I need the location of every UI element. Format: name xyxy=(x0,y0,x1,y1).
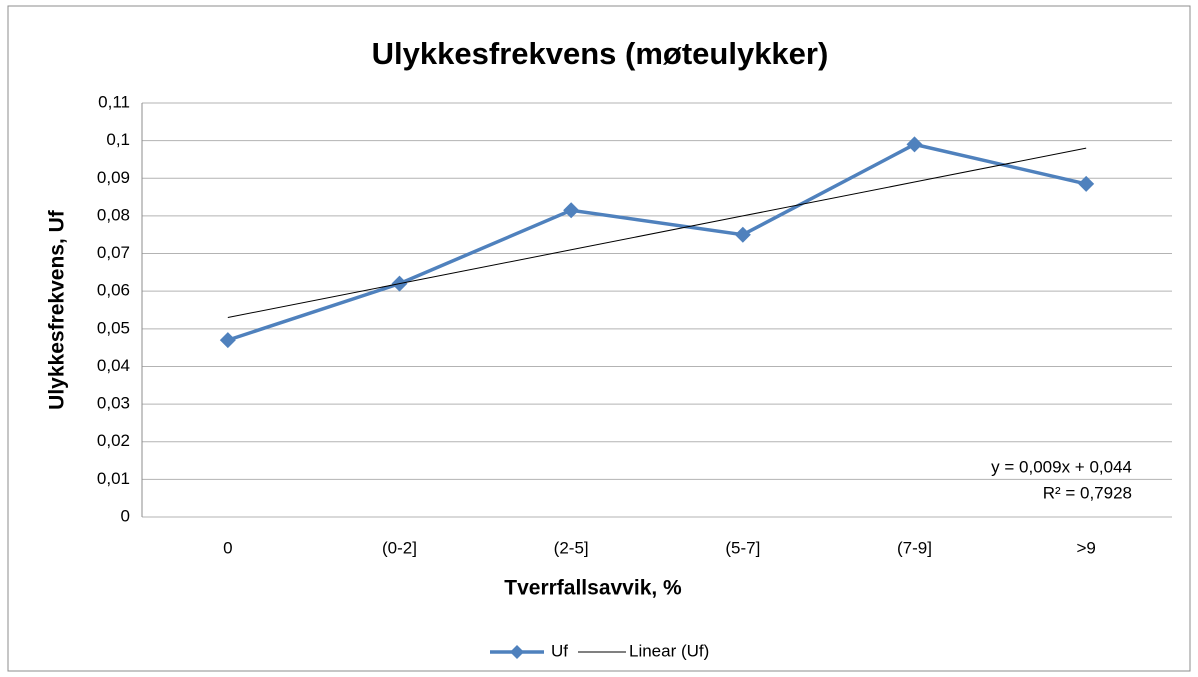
y-tick-label: 0,06 xyxy=(97,281,130,300)
y-tick-label: 0,03 xyxy=(97,394,130,413)
x-tick-label: (5-7] xyxy=(725,538,760,557)
y-tick-label: 0 xyxy=(121,506,130,525)
annotation: R² = 0,7928 xyxy=(1043,483,1132,502)
x-tick-label: >9 xyxy=(1076,538,1095,557)
data-point xyxy=(1078,175,1095,192)
x-tick-label: (2-5] xyxy=(554,538,589,557)
y-tick-label: 0,11 xyxy=(98,92,130,111)
y-tick-label: 0,02 xyxy=(97,431,130,450)
x-axis-label: Tverrfallsavvik, % xyxy=(504,577,682,600)
x-tick-label: 0 xyxy=(223,538,232,557)
x-tick-label: (7-9] xyxy=(897,538,932,557)
trend-line xyxy=(227,147,1087,319)
chart-title: Ulykkesfrekvens (møteulykker) xyxy=(372,36,829,71)
data-point xyxy=(563,202,580,219)
data-line xyxy=(227,142,1087,342)
legend-label: Uf xyxy=(551,641,568,660)
y-tick-label: 0,05 xyxy=(97,318,130,337)
y-tick-label: 0,08 xyxy=(97,205,130,224)
data-point xyxy=(219,332,236,349)
y-tick-label: 0,01 xyxy=(97,469,130,488)
legend-swatch xyxy=(510,645,524,659)
y-tick-label: 0,1 xyxy=(106,130,130,149)
x-tick-label: (0-2] xyxy=(382,538,417,557)
y-tick-label: 0,09 xyxy=(97,168,130,187)
data-point xyxy=(906,136,923,153)
y-tick-label: 0,07 xyxy=(97,243,130,262)
y-axis-label: Ulykkesfrekvens, Uf xyxy=(46,209,69,410)
chart-frame xyxy=(7,5,1191,672)
annotation: y = 0,009x + 0,044 xyxy=(991,457,1132,476)
y-tick-label: 0,04 xyxy=(97,356,130,375)
data-point xyxy=(734,226,751,243)
legend-label: Linear (Uf) xyxy=(629,641,709,660)
